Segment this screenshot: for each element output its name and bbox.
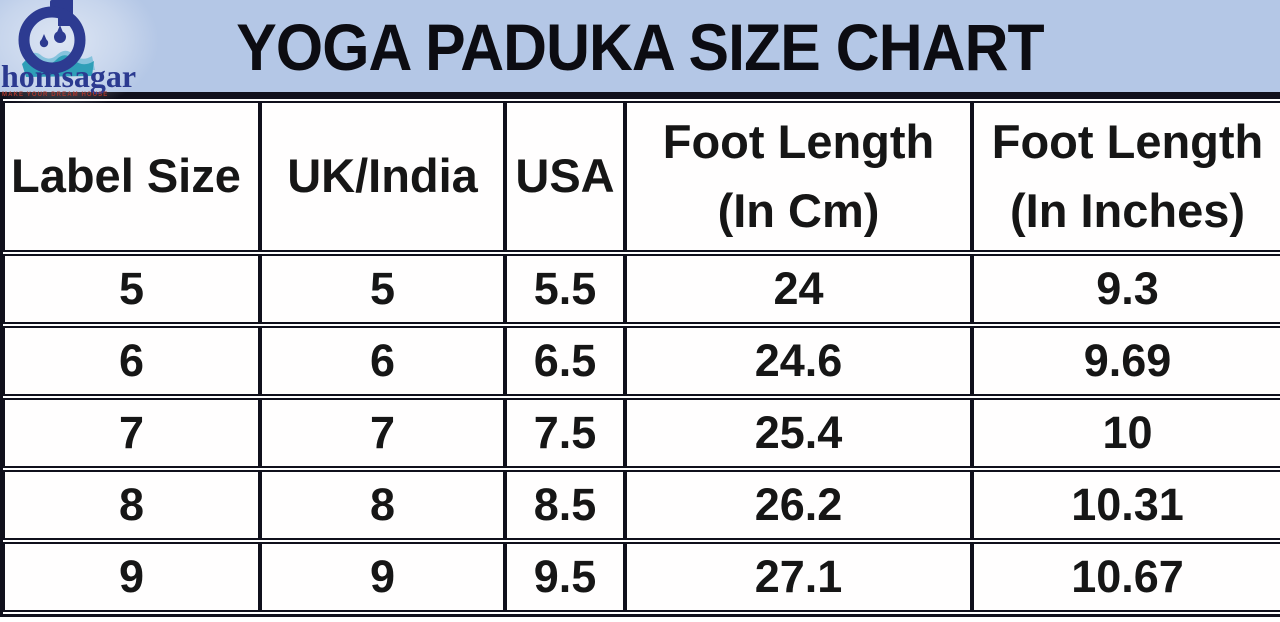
cell-foot-length-cm: 24: [625, 254, 972, 324]
cell-foot-length-inches: 10.31: [972, 470, 1280, 540]
header-cell-label-size: Label Size: [3, 101, 260, 252]
homsagar-logo-icon: [18, 0, 95, 77]
header-cell-foot-length-cm: Foot Length (In Cm): [625, 101, 972, 252]
header-cell-uk-india: UK/India: [260, 101, 505, 252]
cell-usa: 8.5: [505, 470, 625, 540]
cell-label-size: 7: [3, 398, 260, 468]
cell-foot-length-inches: 9.69: [972, 326, 1280, 396]
table-row: 5 5 5.5 24 9.3: [3, 254, 1280, 324]
logo-wordmark: homsagar: [1, 58, 137, 94]
cell-uk-india: 6: [260, 326, 505, 396]
logo-tagline: MAKE YOUR DREAM HOUSE: [2, 92, 109, 98]
size-chart-table: Label Size UK/India USA Foot Length (In …: [0, 96, 1280, 617]
cell-uk-india: 5: [260, 254, 505, 324]
cell-foot-length-cm: 24.6: [625, 326, 972, 396]
table-row: 9 9 9.5 27.1 10.67: [3, 542, 1280, 612]
header-row: Label Size UK/India USA Foot Length (In …: [3, 101, 1280, 252]
cell-foot-length-cm: 27.1: [625, 542, 972, 612]
page-title: YOGA PADUKA SIZE CHART: [236, 10, 1044, 84]
cell-label-size: 9: [3, 542, 260, 612]
header-cell-usa: USA: [505, 101, 625, 252]
cell-uk-india: 7: [260, 398, 505, 468]
cell-foot-length-inches: 10.67: [972, 542, 1280, 612]
cell-usa: 9.5: [505, 542, 625, 612]
cell-usa: 7.5: [505, 398, 625, 468]
logo-droplets: [39, 25, 66, 48]
table-row: 7 7 7.5 25.4 10: [3, 398, 1280, 468]
cell-foot-length-inches: 9.3: [972, 254, 1280, 324]
title-banner: YOGA PADUKA SIZE CHART: [0, 0, 1280, 96]
cell-foot-length-inches: 10: [972, 398, 1280, 468]
cell-foot-length-cm: 25.4: [625, 398, 972, 468]
homsagar-logo: homsagar MAKE YOUR DREAM HOUSE: [0, 0, 160, 118]
cell-label-size: 6: [3, 326, 260, 396]
cell-foot-length-cm: 26.2: [625, 470, 972, 540]
header-cell-foot-length-inches: Foot Length (In Inches): [972, 101, 1280, 252]
logo-ring: [18, 6, 86, 74]
cell-label-size: 8: [3, 470, 260, 540]
cell-uk-india: 9: [260, 542, 505, 612]
cell-usa: 6.5: [505, 326, 625, 396]
cell-label-size: 5: [3, 254, 260, 324]
cell-uk-india: 8: [260, 470, 505, 540]
table-row: 6 6 6.5 24.6 9.69: [3, 326, 1280, 396]
table-row: 8 8 8.5 26.2 10.31: [3, 470, 1280, 540]
cell-usa: 5.5: [505, 254, 625, 324]
logo-chimney-cap: [50, 0, 73, 8]
